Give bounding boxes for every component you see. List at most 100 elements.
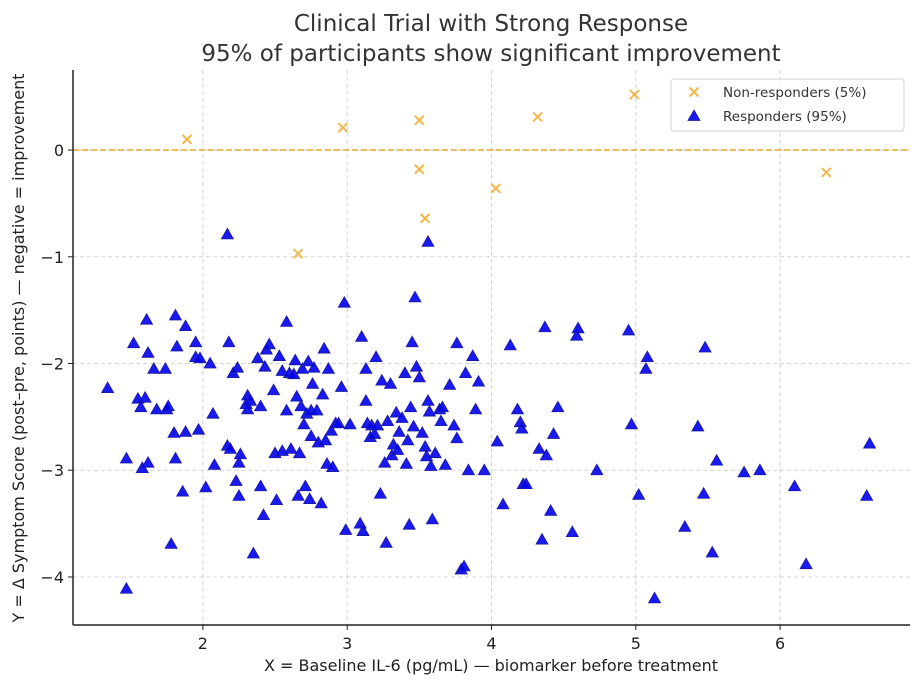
x-stroke [688,86,700,98]
responder-point [206,406,220,419]
responder-point [359,362,373,374]
responder-point [369,350,383,363]
responder-point [294,399,308,412]
responder-point [421,394,435,406]
x-stroke [821,167,832,178]
responder-point [737,465,751,478]
responder-point [258,359,272,372]
responder-point [168,308,183,321]
responder-point [314,496,328,509]
responder-point [292,446,307,459]
responder-point [304,429,318,441]
responder-point [240,402,255,415]
responder-point [164,537,178,549]
responder-point [100,381,115,393]
responder-point [233,447,248,460]
responder-point [535,532,549,545]
responder-point [532,442,546,454]
responder-point [450,336,464,349]
responder-point [168,451,183,464]
responder-point [310,403,324,416]
responder-point [223,442,237,454]
responder-point [399,457,414,469]
responder-point [253,479,268,492]
responder-point [167,426,181,438]
responder-point [301,354,315,367]
responder-point [256,508,271,520]
x-tick-label: 3 [342,634,352,653]
responder-point [203,356,217,369]
responder-point [543,503,558,516]
responder-point [119,451,134,464]
responder-point [251,351,265,364]
responder-point [253,399,268,412]
responder-point [477,463,491,476]
responder-point [232,455,246,468]
responder-point [398,366,412,379]
responder-point [468,402,483,415]
legend-marker [688,86,700,98]
responder-point [337,295,351,308]
responder-point [343,417,357,430]
responder-point [696,486,711,499]
responder-point [375,373,389,386]
responder-point [279,315,294,327]
y-axis-label: Y = Δ Symptom Score (post–pre, points) —… [9,73,28,623]
responder-point [266,383,281,396]
x-stroke [181,134,193,145]
legend-triangle-marker-icon [687,109,701,121]
legend-label-responders: Responders (95%) [723,109,847,125]
responder-point [860,489,874,501]
responder-point [289,389,304,402]
responder-point [624,417,639,430]
data-points [100,89,877,604]
responder-point [639,362,653,374]
non-responder-point [181,134,193,145]
responder-point [383,376,398,389]
responder-point [126,336,141,349]
responder-point [406,419,421,432]
responder-point [698,340,712,353]
responder-point [408,290,422,303]
x-stroke [490,183,502,194]
responder-point [395,411,409,423]
legend-label-non-responders: Non-responders (5%) [723,85,866,101]
x-axis-label: X = Baseline IL-6 (pg/mL) — biomarker be… [264,656,718,675]
responder-point [503,338,517,351]
responder-point [158,362,173,374]
responder-point [279,403,294,416]
responder-point [412,370,427,383]
responder-point [428,446,442,459]
responder-point [232,489,246,501]
responder-point [424,459,438,471]
responder-point [307,360,321,373]
responder-point [422,404,437,417]
x-stroke [629,89,640,100]
responder-point [175,484,190,497]
responder-point [379,536,393,548]
responder-point [565,525,580,538]
responder-point [632,487,646,500]
responder-point [269,493,284,506]
responder-point [188,335,203,348]
x-tick-label: 6 [775,634,785,653]
responder-point [317,341,331,354]
responder-point [401,433,415,446]
responder-point [243,394,258,406]
x-tick-label: 4 [486,634,496,653]
y-tick-label: −2 [40,355,64,374]
responder-point [295,362,310,374]
non-responder-point [532,111,543,123]
non-responder-point [414,164,425,175]
legend-box [670,78,905,132]
responder-point [378,455,392,468]
responder-point [753,463,767,476]
y-tick-label: −1 [40,248,64,267]
responder-point [490,434,504,447]
responder-point [291,489,305,501]
responder-point [415,426,429,438]
responder-point [356,524,370,536]
responder-point [405,335,419,348]
x-tick-label: 2 [198,634,208,653]
responder-point [272,349,287,361]
